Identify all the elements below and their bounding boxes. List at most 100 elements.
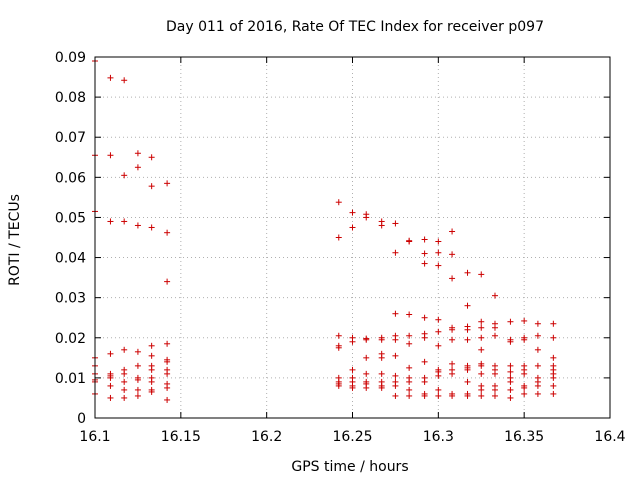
data-point (349, 338, 356, 345)
data-point (107, 152, 114, 159)
x-tick-label: 16.15 (161, 429, 201, 445)
data-point (491, 324, 498, 331)
data-point (421, 314, 428, 321)
data-point (406, 378, 413, 385)
data-point (134, 222, 141, 229)
data-point (148, 183, 155, 190)
data-point (164, 396, 171, 403)
data-point (534, 320, 541, 327)
data-point (363, 384, 370, 391)
data-point (148, 378, 155, 385)
data-point (148, 342, 155, 349)
x-axis-label: GPS time / hours (291, 459, 408, 475)
y-tick-label: 0.06 (55, 170, 86, 186)
data-point (107, 374, 114, 381)
data-point (134, 150, 141, 157)
data-point (164, 229, 171, 236)
data-point (521, 370, 528, 377)
data-point (363, 336, 370, 343)
data-point (449, 392, 456, 399)
data-point (478, 271, 485, 278)
data-point (392, 310, 399, 317)
data-point (421, 358, 428, 365)
data-point (378, 384, 385, 391)
data-points (92, 58, 557, 403)
data-point (435, 328, 442, 335)
data-point (550, 390, 557, 397)
data-point (521, 317, 528, 324)
data-point (378, 354, 385, 361)
data-point (107, 382, 114, 389)
data-point (121, 370, 128, 377)
y-tick-label: 0.03 (55, 291, 86, 307)
data-point (464, 269, 471, 276)
data-point (406, 311, 413, 318)
data-point (478, 318, 485, 325)
data-point (134, 392, 141, 399)
data-point (378, 336, 385, 343)
data-point (107, 218, 114, 225)
x-tick-label: 16.25 (332, 429, 372, 445)
x-tick-label: 16.2 (251, 429, 282, 445)
y-tick-label: 0.07 (55, 130, 86, 146)
data-point (421, 250, 428, 257)
data-point (507, 386, 514, 393)
data-point (134, 362, 141, 369)
data-point (363, 354, 370, 361)
y-tick-label: 0.01 (55, 371, 86, 387)
data-point (421, 236, 428, 243)
data-point (550, 374, 557, 381)
data-point (121, 386, 128, 393)
data-point (435, 392, 442, 399)
data-point (521, 390, 528, 397)
data-point (507, 378, 514, 385)
data-point (507, 368, 514, 375)
data-point (164, 384, 171, 391)
data-point (478, 346, 485, 353)
data-point (349, 209, 356, 216)
y-tick-label: 0.05 (55, 210, 86, 226)
data-point (478, 392, 485, 399)
data-point (335, 199, 342, 206)
y-tick-labels: 0 0.01 0.02 0.03 0.04 0.05 0.06 0.07 0.08 0.09 (55, 50, 86, 427)
grid-lines (95, 57, 610, 418)
data-point (478, 324, 485, 331)
data-point (406, 364, 413, 371)
data-point (550, 334, 557, 341)
data-point (435, 262, 442, 269)
x-tick-labels: 16.1 16.15 16.2 16.25 16.3 16.35 16.4 (79, 429, 625, 445)
chart-title: Day 011 of 2016, Rate Of TEC Index for r… (166, 19, 544, 35)
data-point (335, 382, 342, 389)
data-point (134, 348, 141, 355)
data-point (164, 340, 171, 347)
data-point (363, 370, 370, 377)
y-tick-label: 0 (77, 411, 86, 427)
data-point (521, 336, 528, 343)
data-point (478, 334, 485, 341)
data-point (121, 172, 128, 179)
data-point (534, 332, 541, 339)
data-point (435, 316, 442, 323)
data-point (363, 214, 370, 221)
data-point (406, 340, 413, 347)
x-tick-label: 16.1 (79, 429, 110, 445)
data-point (435, 342, 442, 349)
data-point (478, 370, 485, 377)
data-point (464, 392, 471, 399)
data-point (421, 378, 428, 385)
data-point (392, 352, 399, 359)
data-point (449, 326, 456, 333)
data-point (148, 352, 155, 359)
data-point (421, 392, 428, 399)
y-tick-label: 0.04 (55, 251, 86, 267)
y-axis-label: ROTI / TECUs (7, 194, 23, 286)
data-point (335, 234, 342, 241)
data-point (435, 238, 442, 245)
data-point (164, 358, 171, 365)
data-point (550, 320, 557, 327)
data-point (121, 378, 128, 385)
data-point (464, 378, 471, 385)
data-point (449, 275, 456, 282)
data-point (406, 392, 413, 399)
